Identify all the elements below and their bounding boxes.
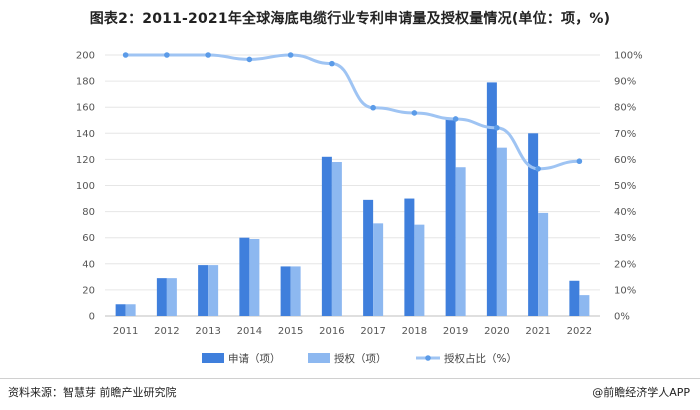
x-tick-label: 2015 [278,326,303,337]
bar-grant [579,295,590,316]
y-left-tick-label: 200 [76,51,95,62]
x-tick-label: 2021 [525,326,550,337]
bar-grant [331,162,342,316]
ratio-point [205,52,211,58]
legend-label-grant: 授权（项） [334,352,387,365]
legend-swatch-apply [202,353,224,363]
y-right-tick-label: 100% [614,51,643,62]
ratio-point [411,110,418,116]
bar-apply [280,266,291,316]
x-tick-label: 2019 [443,326,468,337]
bar-apply [156,278,167,316]
y-left-tick-label: 140 [76,129,95,140]
bar-apply [404,198,415,316]
y-right-tick-label: 90% [614,77,636,88]
x-tick-label: 2020 [484,326,509,337]
bar-apply [363,199,374,316]
x-tick-label: 2016 [319,326,344,337]
bar-apply [321,156,332,316]
y-left-tick-label: 120 [76,155,95,166]
bar-grant [538,212,549,316]
bar-apply [239,237,250,316]
x-tick-label: 2022 [567,326,592,337]
ratio-point [535,165,541,172]
bar-apply [569,280,580,316]
bar-grant [166,278,177,316]
y-left-tick-label: 40 [82,259,95,270]
ratio-point [122,52,129,58]
x-tick-label: 2012 [154,326,179,337]
bar-grant [249,239,260,316]
ratio-line-path [124,53,581,171]
ratio-point [246,56,253,63]
legend-label-apply: 申请（项） [228,352,281,365]
ratio-point [287,52,294,58]
x-axis: 2011 2012 2013 2014 2015 2016 2017 2018 2019 2020… [113,326,592,337]
legend: 申请（项） 授权（项） 授权占比（%） [202,352,517,365]
brand-label: @前瞻经济学人APP [592,386,690,399]
y-right-tick-label: 30% [614,233,636,244]
y-right-tick-label: 70% [614,129,636,140]
bar-grant [414,224,425,316]
y-right-tick-label: 60% [614,155,636,166]
ratio-point [494,125,500,131]
source-note: 资料来源：智慧芽 前瞻产业研究院 [8,386,177,399]
y-axis-left: 0 20 40 60 80 100 120 140 160 180 200 [76,51,95,323]
y-left-tick-label: 80 [82,207,95,218]
bar-apply [528,133,539,316]
legend-label-ratio: 授权占比（%） [444,352,517,365]
x-tick-label: 2011 [113,326,138,337]
y-right-tick-label: 40% [614,207,636,218]
bar-grant [496,147,507,316]
y-left-tick-label: 20 [82,285,95,296]
bar-apply [198,265,209,316]
grid [105,54,600,317]
footer-divider [0,378,700,379]
y-right-tick-label: 50% [614,181,636,192]
ratio-point [164,52,170,58]
y-right-tick-label: 20% [614,259,636,270]
chart-title: 图表2：2011-2021年全球海底电缆行业专利申请量及授权量情况(单位：项，%… [89,11,611,27]
y-right-tick-label: 10% [614,285,636,296]
x-tick-label: 2014 [237,326,262,337]
bar-grant [125,304,136,316]
y-left-tick-label: 180 [76,77,95,88]
x-tick-label: 2013 [195,326,220,337]
bar-grant [455,167,466,316]
bar-grant [208,265,219,316]
y-axis-right: 0% 10% 20% 30% 40% 50% 60% 70% 80% 90% 100% [614,51,643,323]
bar-grant [373,223,384,316]
bar-apply [445,118,456,316]
y-left-tick-label: 0 [89,312,95,323]
x-tick-label: 2017 [360,326,385,337]
x-tick-label: 2018 [402,326,427,337]
ratio-point [576,158,583,165]
ratio-point [329,60,335,67]
y-right-tick-label: 80% [614,103,636,114]
legend-marker-ratio [425,355,431,361]
y-left-tick-label: 60 [82,233,95,244]
bar-grant [290,266,301,316]
ratio-point [370,104,376,111]
bar-apply [486,82,497,316]
legend-swatch-grant [308,353,330,363]
y-right-tick-label: 0% [614,312,630,323]
ratio-line [122,52,583,172]
y-left-tick-label: 100 [76,181,95,192]
y-left-tick-label: 160 [76,103,95,114]
bar-apply [115,304,126,316]
ratio-point [452,116,459,122]
bars [115,82,590,316]
